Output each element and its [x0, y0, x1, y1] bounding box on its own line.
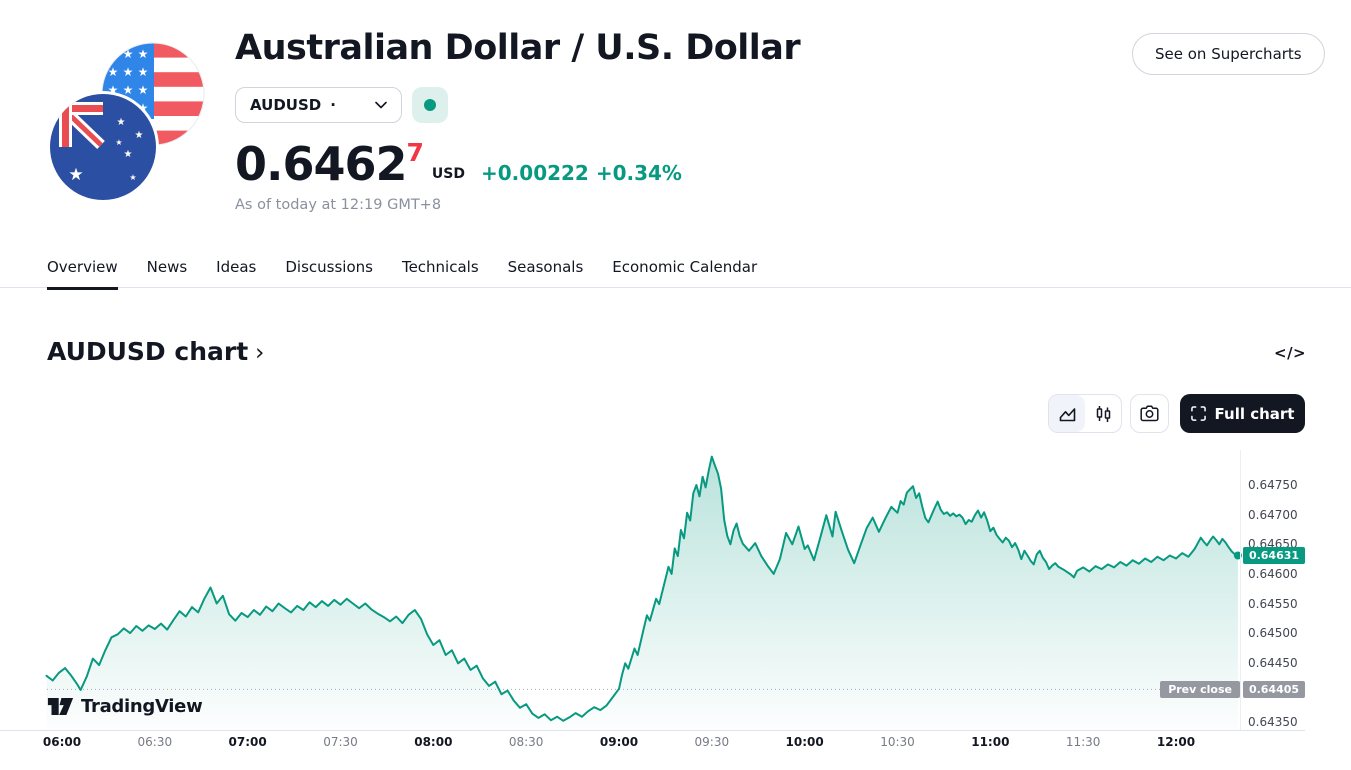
au-flag: ★ ★ ★ ★ ★ ★ [50, 94, 156, 200]
audusd-chart-heading-link[interactable]: AUDUSD chart › [47, 337, 264, 366]
tradingview-logo-link[interactable]: TradingView [47, 696, 203, 717]
price-tick-label: 0.64700 [1248, 507, 1298, 522]
price-row: 0.6462 7 USD +0.00222 +0.34% [235, 136, 682, 192]
symbol-select-dot: · [330, 96, 336, 114]
svg-text:★: ★ [138, 83, 149, 97]
svg-text:★: ★ [124, 149, 133, 160]
snapshot-camera-button[interactable] [1130, 394, 1169, 433]
tab-ideas[interactable]: Ideas [216, 258, 257, 276]
time-tick-label: 09:30 [694, 735, 730, 749]
svg-text:★: ★ [123, 47, 134, 61]
svg-text:★: ★ [115, 138, 122, 147]
time-tick-label: 11:00 [971, 735, 1010, 749]
area-chart-icon [1059, 407, 1075, 421]
candles-chart-icon [1096, 405, 1110, 422]
symbol-row: AUDUSD · [235, 87, 448, 123]
svg-text:★: ★ [129, 173, 136, 182]
svg-text:★: ★ [68, 165, 83, 185]
time-tick-label: 08:30 [508, 735, 544, 749]
as-of-timestamp: As of today at 12:19 GMT+8 [235, 197, 442, 213]
tradingview-logo-icon [47, 697, 74, 716]
tab-overview[interactable]: Overview [47, 252, 118, 290]
price-tick-label: 0.64600 [1248, 566, 1298, 581]
price-tick-label: 0.64350 [1248, 715, 1298, 729]
time-tick-label: 11:30 [1065, 735, 1101, 749]
tabbar-divider [0, 287, 1351, 288]
time-tick-label: 10:30 [880, 735, 915, 749]
time-tick-label: 10:00 [785, 735, 824, 749]
price-tick-label: 0.64450 [1248, 655, 1298, 670]
time-tick-label: 06:30 [137, 735, 173, 749]
svg-text:★: ★ [108, 65, 119, 79]
svg-text:★: ★ [138, 47, 149, 61]
time-axis-divider [0, 730, 1305, 731]
svg-text:★: ★ [123, 83, 134, 97]
full-chart-button[interactable]: Full chart [1180, 394, 1305, 433]
market-status-badge[interactable] [412, 87, 448, 123]
prev-close-price-pill: 0.64405 [1243, 680, 1305, 698]
prev-close-badge: Prev close [1160, 680, 1240, 698]
svg-text:★: ★ [138, 65, 149, 79]
section-title: AUDUSD chart [47, 337, 249, 366]
embed-code-icon[interactable]: </> [1274, 344, 1307, 362]
price-value: 0.6462 [235, 137, 408, 191]
chevron-down-icon [375, 101, 387, 109]
fullscreen-icon [1190, 406, 1206, 421]
tab-economic-calendar[interactable]: Economic Calendar [612, 258, 758, 276]
us-flag: ★ ★ ★ ★ ★ ★ ★ ★ ★ ★ ★ [102, 43, 204, 145]
tab-bar: Overview News Ideas Discussions Technicals Se… [47, 252, 757, 290]
last-price-dot [1233, 551, 1242, 560]
price-superscript: 7 [406, 138, 424, 167]
chart-style-segmented-control [1048, 394, 1122, 433]
price-chart-section: 0.64750 0.64700 0.64650 0.64600 0.64550 0.645… [0, 443, 1351, 770]
price-tick-label: 0.64500 [1248, 626, 1298, 641]
market-open-dot-icon [424, 99, 436, 111]
tab-discussions[interactable]: Discussions [285, 258, 373, 276]
candles-chart-style-button[interactable] [1085, 395, 1121, 432]
camera-icon [1140, 405, 1159, 422]
price-tick-label: 0.64750 [1248, 478, 1298, 492]
price-change-abs: +0.00222 [481, 161, 589, 185]
chevron-right-icon: › [255, 339, 265, 366]
time-tick-label: 07:30 [323, 735, 358, 749]
page-title: Australian Dollar / U.S. Dollar [235, 28, 801, 68]
tradingview-logo-text: TradingView [81, 696, 203, 717]
area-fill [46, 456, 1238, 730]
svg-text:★: ★ [108, 83, 119, 97]
time-tick-label: 12:00 [1156, 735, 1196, 749]
symbol-select-dropdown[interactable]: AUDUSD · [235, 87, 402, 123]
current-price-pill: 0.64631 [1243, 547, 1305, 564]
see-on-supercharts-button[interactable]: See on Supercharts [1132, 33, 1325, 75]
price-tick-label: 0.64550 [1248, 596, 1298, 611]
svg-text:★: ★ [135, 130, 144, 141]
see-on-supercharts-label: See on Supercharts [1155, 45, 1302, 63]
full-chart-label: Full chart [1214, 404, 1295, 423]
tab-news[interactable]: News [146, 258, 188, 276]
svg-text:★: ★ [108, 47, 119, 61]
svg-text:★: ★ [117, 117, 126, 128]
price-line [45, 455, 1239, 722]
area-chart-style-button[interactable] [1049, 395, 1085, 432]
symbol-select-value: AUDUSD [250, 96, 322, 114]
time-tick-label: 07:00 [228, 735, 267, 749]
time-tick-label: 06:00 [42, 735, 82, 749]
svg-text:★: ★ [123, 65, 134, 79]
tab-technicals[interactable]: Technicals [401, 258, 479, 276]
price-currency: USD [431, 166, 465, 182]
tab-seasonals[interactable]: Seasonals [507, 258, 584, 276]
price-change-pct: +0.34% [595, 161, 682, 185]
time-tick-label: 08:00 [414, 735, 453, 749]
time-tick-label: 09:00 [599, 735, 639, 749]
price-axis-divider [1240, 450, 1241, 730]
audusd-flags-icon: ★ ★ ★ ★ ★ ★ ★ ★ ★ ★ ★ ★ ★ ★ ★ [47, 42, 205, 203]
price-chart-svg[interactable] [0, 443, 1351, 770]
price-change: +0.00222 +0.34% [481, 161, 682, 192]
